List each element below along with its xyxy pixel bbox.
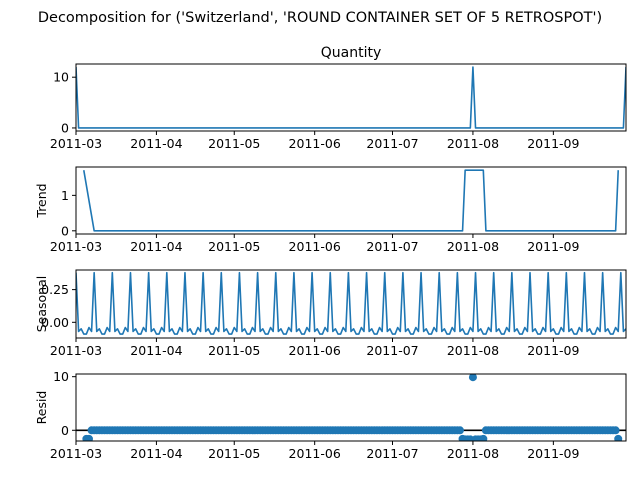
x-tick-label: 2011-03 — [50, 343, 102, 358]
x-tick-label: 2011-08 — [447, 136, 499, 151]
resid-point — [455, 426, 464, 435]
trend-line — [82, 169, 620, 232]
x-tick-label: 2011-06 — [289, 343, 341, 358]
x-tick-label: 2011-05 — [208, 239, 260, 254]
x-tick-label: 2011-06 — [289, 239, 341, 254]
x-tick-label: 2011-07 — [366, 343, 418, 358]
x-tick-label: 2011-05 — [208, 136, 260, 151]
y-axis-label: Seasonal — [34, 276, 49, 333]
y-axis-label: Resid — [34, 391, 49, 425]
x-tick-label: 2011-07 — [366, 239, 418, 254]
x-tick-label: 2011-09 — [527, 343, 579, 358]
x-tick-label: 2011-03 — [50, 239, 102, 254]
x-tick-label: 2011-04 — [130, 343, 182, 358]
x-tick-label: 2011-09 — [527, 136, 579, 151]
x-tick-label: 2011-06 — [289, 136, 341, 151]
y-tick-label: 10 — [53, 369, 69, 384]
x-tick-label: 2011-03 — [50, 136, 102, 151]
axes-frame — [75, 373, 627, 442]
y-tick-label: 0 — [61, 120, 69, 135]
x-tick-label: 2011-04 — [130, 136, 182, 151]
panels: 2011-03 2011-04 2011-05 2011-06 2011-07 2011-… — [34, 45, 627, 461]
resid-point — [84, 434, 93, 441]
axes-frame — [75, 269, 627, 339]
x-tick-label: 2011-07 — [366, 136, 418, 151]
x-tick-label: 2011-04 — [130, 239, 182, 254]
x-tick-label: 2011-08 — [447, 446, 499, 461]
y-tick-label: 0 — [61, 423, 69, 438]
panel-trend: 2011-03 2011-04 2011-05 2011-06 2011-07 2011-… — [34, 166, 627, 254]
axes-frame — [75, 166, 627, 235]
x-tick-label: 2011-08 — [447, 239, 499, 254]
x-tick-label: 2011-04 — [130, 446, 182, 461]
axes-frame — [75, 63, 627, 132]
seasonal-line — [76, 271, 626, 335]
x-tick-label: 2011-07 — [366, 446, 418, 461]
x-tick-label: 2011-09 — [527, 239, 579, 254]
y-tick-label: 1 — [61, 188, 69, 203]
resid-point — [479, 434, 488, 441]
x-tick-label: 2011-09 — [527, 446, 579, 461]
x-tick-label: 2011-05 — [208, 446, 260, 461]
data-layer — [76, 374, 626, 441]
x-tick-label: 2011-06 — [289, 446, 341, 461]
x-tick-label: 2011-08 — [447, 343, 499, 358]
resid-point — [614, 434, 623, 441]
y-tick-label: 10 — [53, 70, 69, 85]
resid-point — [468, 374, 477, 382]
x-tick-label: 2011-03 — [50, 446, 102, 461]
data-layer — [76, 271, 626, 335]
x-tick-label: 2011-05 — [208, 343, 260, 358]
y-tick-label: 0 — [61, 223, 69, 238]
resid-point — [611, 426, 620, 435]
data-layer — [82, 169, 620, 232]
panel-title: Quantity — [321, 45, 382, 61]
data-layer — [76, 66, 626, 129]
y-tick-label: 0.00 — [41, 315, 69, 330]
panel-observed: 2011-03 2011-04 2011-05 2011-06 2011-07 2011-… — [50, 45, 627, 151]
figure-suptitle: Decomposition for ('Switzerland', 'ROUND… — [38, 10, 602, 26]
panel-resid: 2011-03 2011-04 2011-05 2011-06 2011-07 2011-… — [34, 369, 627, 461]
y-tick-label: 0.25 — [41, 282, 69, 297]
y-axis-label: Trend — [34, 183, 49, 218]
panel-seasonal: 2011-03 2011-04 2011-05 2011-06 2011-07 2011-… — [34, 269, 627, 358]
observed-line — [76, 66, 626, 129]
